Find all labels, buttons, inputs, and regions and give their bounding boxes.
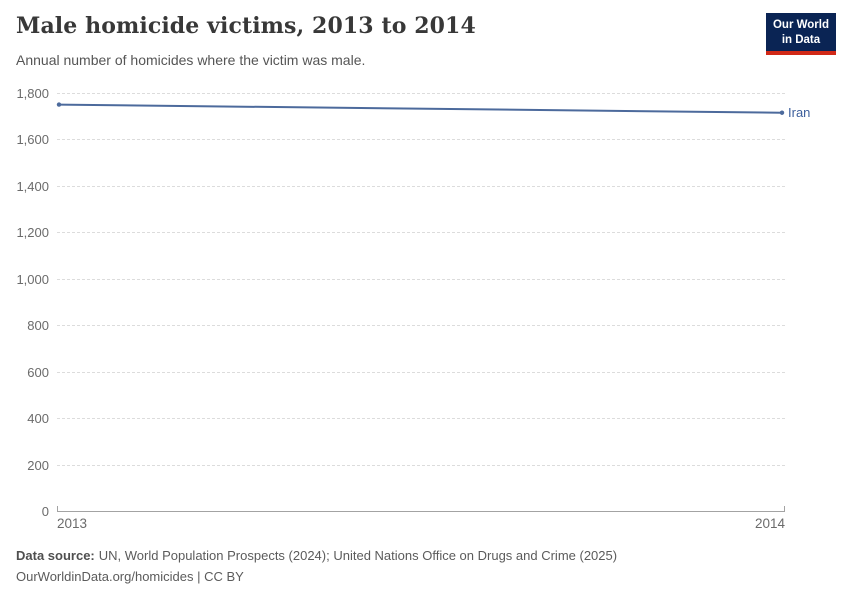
line-series-iran xyxy=(56,102,785,115)
y-axis-tick-label-600: 600 xyxy=(27,364,49,380)
gridline-1600 xyxy=(57,139,785,141)
y-axis-tick-label-1800: 1,800 xyxy=(16,86,49,101)
data-source-text: UN, World Population Prospects (2024); U… xyxy=(98,548,618,563)
chart-title: Male homicide victims, 2013 to 2014 xyxy=(16,13,476,39)
y-axis-tick-label-1200: 1,200 xyxy=(16,225,49,241)
gridline-600 xyxy=(57,371,785,373)
x-axis-tick-labels: 2013 2014 xyxy=(57,516,785,531)
plot-area xyxy=(56,93,785,512)
gridline-1200 xyxy=(57,232,785,234)
entity-label-iran: Iran xyxy=(788,104,811,120)
y-axis-tick-label-1000: 1,000 xyxy=(16,271,49,287)
chart-subtitle: Annual number of homicides where the vic… xyxy=(16,52,366,68)
x-tick-2013: 2013 xyxy=(57,516,88,531)
y-axis-tick-label-800: 800 xyxy=(27,318,49,334)
owid-logo[interactable]: Our World in Data xyxy=(765,13,836,55)
data-source-label: Data source: xyxy=(16,548,95,563)
gridline-200 xyxy=(57,464,785,466)
x-axis-line xyxy=(57,511,785,512)
footer-license: OurWorldinData.org/homicides | CC BY xyxy=(16,569,244,584)
owid-logo-line2: in Data xyxy=(781,33,821,46)
gridline-1800 xyxy=(57,93,785,94)
gridline-400 xyxy=(57,418,785,420)
gridline-1000 xyxy=(57,278,785,280)
y-axis-tick-label-200: 200 xyxy=(27,457,49,473)
footer-data-source: Data source: UN, World Population Prospec… xyxy=(16,548,617,563)
y-axis-tick-label-400: 400 xyxy=(27,411,49,427)
owid-logo-line1: Our World xyxy=(772,19,829,31)
y-axis-tick-label-1600: 1,600 xyxy=(16,132,49,148)
x-axis-end-tick-right xyxy=(784,506,785,511)
y-axis-tick-label-0: 0 xyxy=(41,504,49,519)
x-tick-2014: 2014 xyxy=(754,516,785,531)
x-axis-end-tick-left xyxy=(57,506,58,511)
y-axis-tick-label-1400: 1,400 xyxy=(16,178,49,194)
gridline-1400 xyxy=(57,185,785,187)
gridline-800 xyxy=(57,325,785,327)
